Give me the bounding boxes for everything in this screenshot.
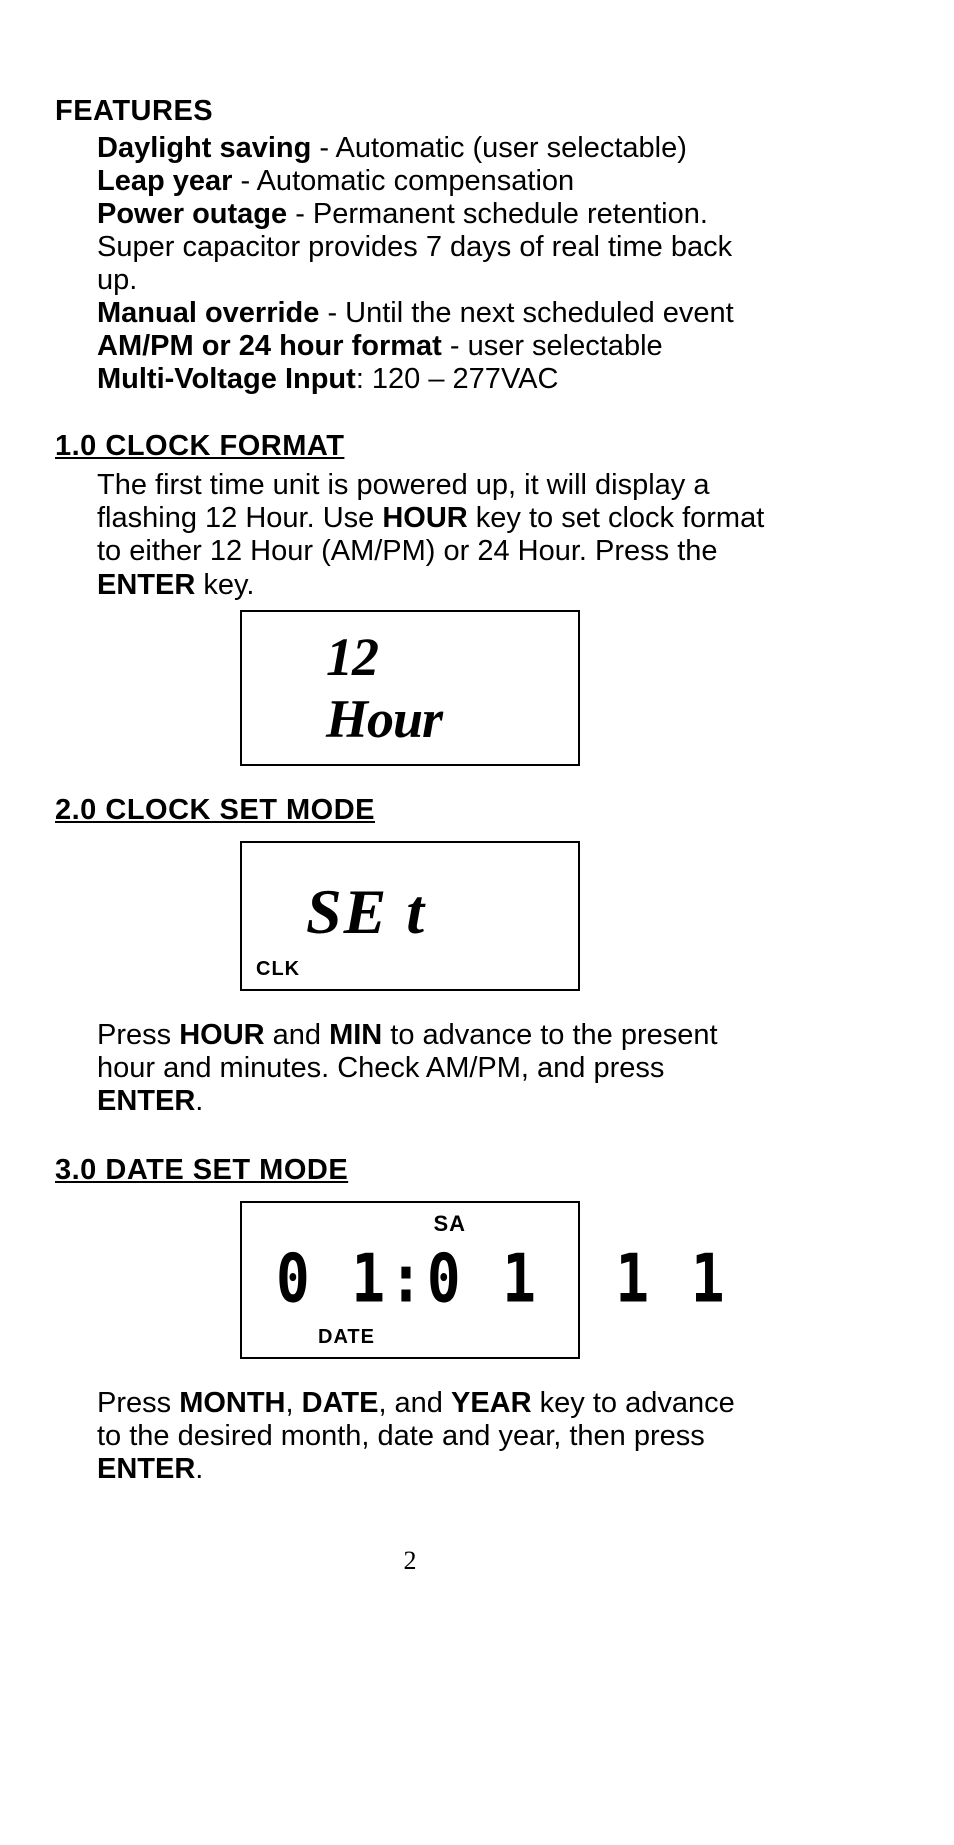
text: Press bbox=[97, 1019, 179, 1051]
lcd-main-text: 0 1:0 1 1 1 bbox=[276, 1247, 729, 1315]
key-min: MIN bbox=[329, 1019, 382, 1051]
feature-bold: Multi-Voltage Input bbox=[97, 363, 356, 395]
section1-heading: 1.0 CLOCK FORMAT bbox=[55, 430, 765, 463]
feature-bold: Manual override bbox=[97, 297, 319, 329]
section1-text: The first time unit is powered up, it wi… bbox=[97, 469, 765, 601]
key-year: YEAR bbox=[451, 1387, 532, 1419]
lcd-date-set: SA 0 1:0 1 1 1 DATE bbox=[240, 1201, 580, 1359]
text: , and bbox=[378, 1387, 451, 1419]
lcd-sub-label: DATE bbox=[318, 1326, 375, 1349]
feature-bold: AM/PM or 24 hour format bbox=[97, 330, 442, 362]
feature-rest: : 120 – 277VAC bbox=[356, 363, 559, 395]
text: . bbox=[195, 1453, 203, 1485]
feature-list: Daylight saving - Automatic (user select… bbox=[97, 132, 765, 396]
key-date: DATE bbox=[302, 1387, 379, 1419]
lcd-day-label: SA bbox=[433, 1211, 466, 1237]
text: . bbox=[195, 1085, 203, 1117]
text: Press bbox=[97, 1387, 179, 1419]
section2-text: Press HOUR and MIN to advance to the pre… bbox=[97, 1019, 765, 1118]
key-hour: HOUR bbox=[179, 1019, 264, 1051]
feature-bold: Daylight saving bbox=[97, 132, 311, 164]
lcd-clock-format: 12 Hour bbox=[240, 610, 580, 766]
feature-bold: Leap year bbox=[97, 165, 232, 197]
lcd-clock-set: SE t CLK bbox=[240, 841, 580, 991]
feature-item: Leap year - Automatic compensation bbox=[97, 165, 765, 198]
lcd-main-text: SE t bbox=[306, 875, 426, 949]
feature-item: Power outage - Permanent schedule retent… bbox=[97, 198, 765, 297]
spacer bbox=[55, 396, 765, 430]
feature-rest: - Automatic (user selectable) bbox=[311, 132, 687, 164]
lcd-main-text: 12 Hour bbox=[326, 626, 494, 750]
key-hour: HOUR bbox=[382, 502, 467, 534]
feature-item: Daylight saving - Automatic (user select… bbox=[97, 132, 765, 165]
feature-bold: Power outage bbox=[97, 198, 287, 230]
key-month: MONTH bbox=[179, 1387, 285, 1419]
key-enter: ENTER bbox=[97, 1085, 195, 1117]
feature-item: Manual override - Until the next schedul… bbox=[97, 297, 765, 330]
text: , bbox=[286, 1387, 302, 1419]
features-heading: FEATURES bbox=[55, 95, 765, 128]
feature-rest: - user selectable bbox=[442, 330, 663, 362]
page-content: FEATURES Daylight saving - Automatic (us… bbox=[55, 95, 765, 1576]
key-enter: ENTER bbox=[97, 1453, 195, 1485]
section2-heading: 2.0 CLOCK SET MODE bbox=[55, 794, 765, 827]
section3-heading: 3.0 DATE SET MODE bbox=[55, 1154, 765, 1187]
text: and bbox=[265, 1019, 330, 1051]
lcd-sub-label: CLK bbox=[256, 958, 300, 981]
lcd-wrap: SE t CLK bbox=[55, 841, 765, 991]
feature-rest: - Until the next scheduled event bbox=[319, 297, 733, 329]
page-number: 2 bbox=[55, 1546, 765, 1576]
lcd-wrap: 12 Hour bbox=[55, 610, 765, 766]
feature-item: Multi-Voltage Input: 120 – 277VAC bbox=[97, 363, 765, 396]
feature-item: AM/PM or 24 hour format - user selectabl… bbox=[97, 330, 765, 363]
spacer bbox=[55, 1126, 765, 1154]
feature-rest: - Automatic compensation bbox=[232, 165, 574, 197]
section3-text: Press MONTH, DATE, and YEAR key to advan… bbox=[97, 1387, 765, 1486]
lcd-wrap: SA 0 1:0 1 1 1 DATE bbox=[55, 1201, 765, 1359]
text: key. bbox=[195, 569, 254, 601]
key-enter: ENTER bbox=[97, 569, 195, 601]
